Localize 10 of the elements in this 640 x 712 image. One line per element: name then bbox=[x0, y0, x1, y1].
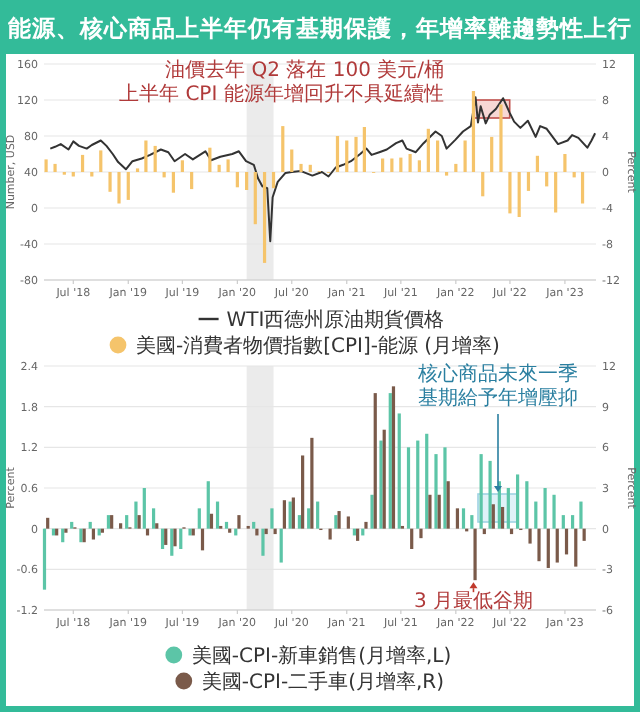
legend-label: 美國-消費者物價指數[CPI]-能源 (月增率) bbox=[136, 334, 501, 358]
annotation: 上半年 CPI 能源年增回升不具延續性 bbox=[119, 82, 444, 106]
annotation: 3 月最低谷期 bbox=[413, 589, 534, 614]
annotation: 基期給予年增壓抑 bbox=[418, 386, 578, 410]
annotation: 核心商品未來一季 bbox=[416, 362, 578, 386]
legend-label: 美國-CPI-二手車(月增率,R) bbox=[201, 670, 445, 694]
chart-title: 能源、核心商品上半年仍有基期保護，年增率難趨勢性上行 bbox=[8, 14, 632, 42]
legend-label: WTI西德州原油期貨價格 bbox=[226, 308, 445, 332]
annotation: 油價去年 Q2 落在 100 美元/桶 bbox=[165, 58, 444, 82]
legend-label: 美國-CPI-新車銷售(月增率,L) bbox=[191, 644, 452, 668]
